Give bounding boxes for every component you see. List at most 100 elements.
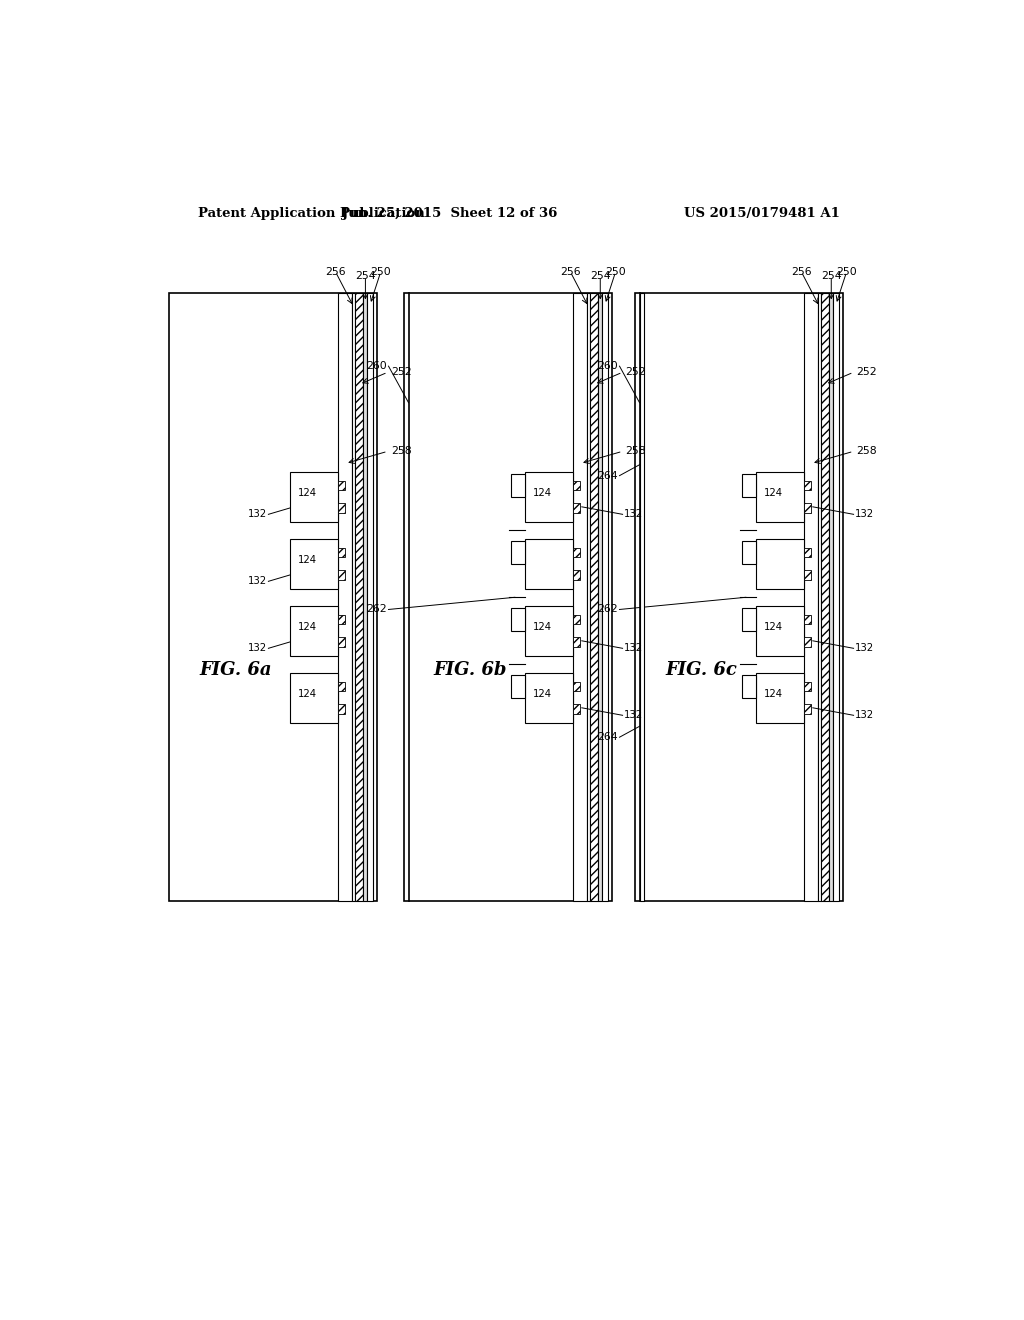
Text: 132: 132 [625, 643, 643, 653]
Bar [524, 471, 572, 521]
Bar [572, 705, 581, 714]
Bar [338, 503, 345, 512]
Bar [338, 548, 345, 557]
Text: 124: 124 [298, 689, 317, 698]
Text: 264: 264 [597, 733, 617, 742]
Bar [804, 548, 811, 557]
Text: 124: 124 [298, 622, 317, 632]
Bar [742, 474, 756, 498]
Bar [572, 638, 581, 647]
Bar [524, 606, 572, 656]
Text: 124: 124 [532, 689, 552, 698]
Bar [338, 638, 345, 647]
Text: 132: 132 [855, 643, 874, 653]
Bar [290, 471, 338, 521]
Bar [524, 539, 572, 589]
Text: 250: 250 [837, 267, 857, 277]
Text: 124: 124 [298, 488, 317, 498]
Bar [804, 480, 811, 490]
Bar [511, 541, 524, 565]
Bar [804, 681, 811, 690]
Bar [290, 539, 338, 589]
Bar [352, 293, 355, 902]
Bar [742, 541, 756, 565]
Text: FIG. 6b: FIG. 6b [434, 661, 507, 680]
Bar [818, 293, 821, 902]
Bar [742, 676, 756, 698]
Bar [511, 474, 524, 498]
Text: 132: 132 [248, 577, 267, 586]
Bar [598, 293, 602, 902]
Bar [829, 293, 833, 902]
Text: FIG. 6a: FIG. 6a [200, 661, 271, 680]
Text: 254: 254 [590, 271, 610, 281]
Text: 262: 262 [597, 605, 617, 615]
Bar [756, 539, 804, 589]
Text: 124: 124 [764, 488, 783, 498]
Bar [524, 673, 572, 723]
Bar [756, 471, 804, 521]
Text: 260: 260 [367, 362, 387, 371]
Text: Patent Application Publication: Patent Application Publication [199, 207, 425, 220]
Bar [821, 293, 829, 902]
Text: 250: 250 [605, 267, 626, 277]
Bar [804, 638, 811, 647]
Bar [169, 293, 377, 902]
Text: 124: 124 [764, 622, 783, 632]
Text: FIG. 6c: FIG. 6c [666, 661, 737, 680]
Bar [602, 293, 608, 902]
Bar [403, 293, 611, 902]
Bar [511, 609, 524, 631]
Bar [573, 293, 587, 902]
Text: 252: 252 [857, 367, 878, 378]
Text: 124: 124 [532, 488, 552, 498]
Text: 264: 264 [597, 471, 617, 480]
Text: 132: 132 [625, 510, 643, 519]
Text: 124: 124 [298, 554, 317, 565]
Bar [367, 293, 373, 902]
Bar [572, 503, 581, 512]
Text: 132: 132 [625, 710, 643, 721]
Bar [804, 570, 811, 579]
Text: 124: 124 [532, 622, 552, 632]
Text: 258: 258 [391, 446, 412, 457]
Bar [338, 705, 345, 714]
Bar [511, 676, 524, 698]
Bar [355, 293, 364, 902]
Bar [572, 548, 581, 557]
Bar [572, 480, 581, 490]
Text: 256: 256 [791, 267, 812, 277]
Text: 258: 258 [857, 446, 878, 457]
Text: 258: 258 [626, 446, 646, 457]
Bar [587, 293, 590, 902]
Text: 132: 132 [855, 510, 874, 519]
Text: 262: 262 [367, 605, 387, 615]
Bar [804, 705, 811, 714]
Text: 256: 256 [325, 267, 346, 277]
Text: 252: 252 [626, 367, 646, 378]
Text: 124: 124 [764, 689, 783, 698]
Text: 256: 256 [560, 267, 581, 277]
Bar [364, 293, 367, 902]
Text: 132: 132 [855, 710, 874, 721]
Text: 250: 250 [371, 267, 391, 277]
Text: 252: 252 [391, 367, 412, 378]
Bar [635, 293, 843, 902]
Bar [590, 293, 598, 902]
Text: 254: 254 [821, 271, 842, 281]
Text: Jun. 25, 2015  Sheet 12 of 36: Jun. 25, 2015 Sheet 12 of 36 [342, 207, 558, 220]
Bar [572, 681, 581, 690]
Text: 254: 254 [355, 271, 376, 281]
Text: 132: 132 [248, 510, 267, 519]
Bar [804, 503, 811, 512]
Bar [339, 293, 352, 902]
Bar [572, 615, 581, 624]
Bar [756, 673, 804, 723]
Bar [640, 293, 644, 902]
Bar [338, 615, 345, 624]
Bar [290, 606, 338, 656]
Bar [338, 480, 345, 490]
Text: 260: 260 [597, 362, 617, 371]
Bar [290, 673, 338, 723]
Bar [742, 609, 756, 631]
